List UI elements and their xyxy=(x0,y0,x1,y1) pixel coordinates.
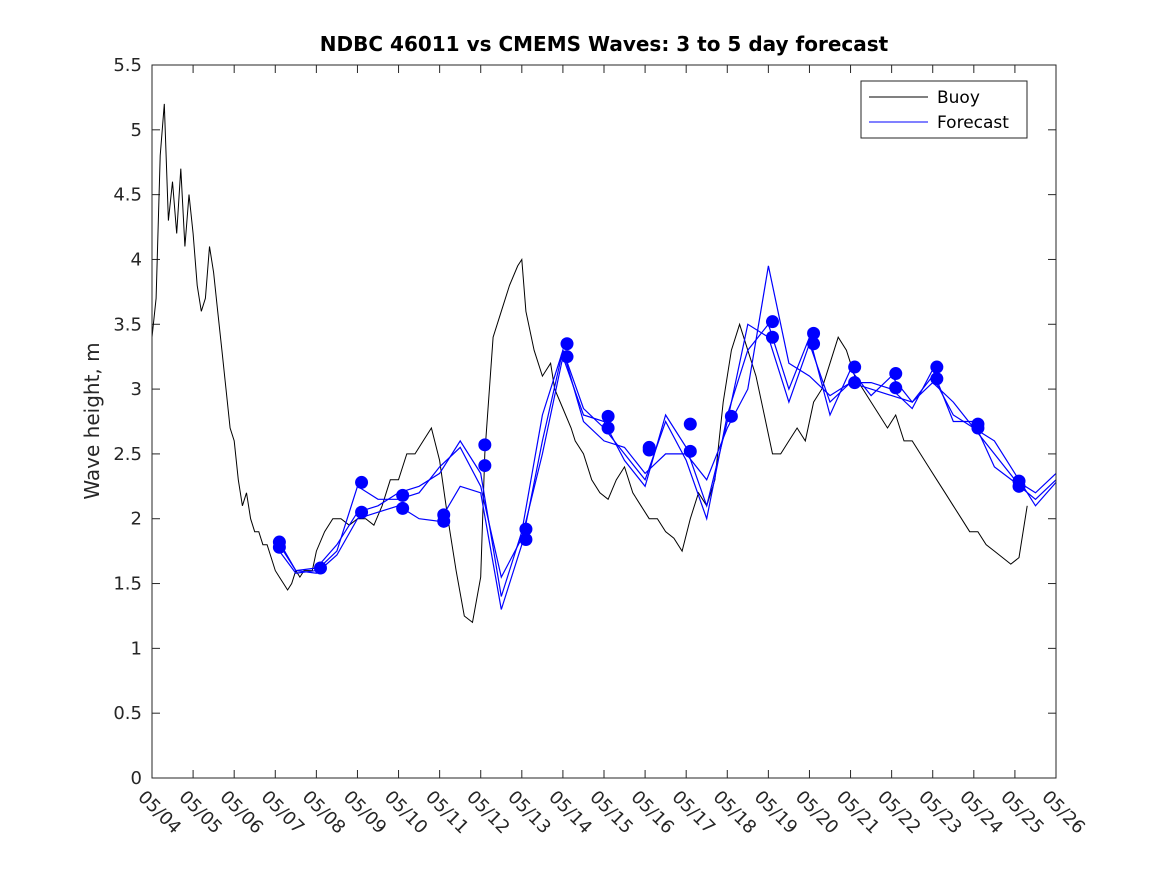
x-tick-label: 05/07 xyxy=(257,787,309,839)
forecast-marker xyxy=(355,475,369,489)
forecast-marker xyxy=(930,372,944,386)
forecast-marker xyxy=(396,488,410,502)
y-tick-label: 0 xyxy=(131,768,142,789)
x-tick-label: 05/26 xyxy=(1037,787,1089,839)
y-tick-label: 3 xyxy=(131,379,142,400)
forecast-marker xyxy=(765,330,779,344)
forecast-marker xyxy=(560,337,574,351)
chart-title: NDBC 46011 vs CMEMS Waves: 3 to 5 day fo… xyxy=(320,32,889,56)
forecast-marker xyxy=(930,360,944,374)
y-tick-label: 5.5 xyxy=(113,55,142,76)
x-tick-label: 05/19 xyxy=(750,787,802,839)
forecast-marker xyxy=(642,443,656,457)
y-tick-label: 0.5 xyxy=(113,703,142,724)
x-tick-label: 05/04 xyxy=(133,787,185,839)
forecast-marker xyxy=(971,421,985,435)
x-tick-label: 05/24 xyxy=(955,787,1007,839)
legend-buoy-label: Buoy xyxy=(937,88,980,108)
forecast-marker xyxy=(560,350,574,364)
x-tick-label: 05/17 xyxy=(668,787,720,839)
x-tick-label: 05/13 xyxy=(503,787,555,839)
forecast-marker xyxy=(601,421,615,435)
forecast-marker xyxy=(1012,479,1026,493)
forecast-marker xyxy=(683,417,697,431)
forecast-marker xyxy=(683,444,697,458)
forecast-marker xyxy=(396,501,410,515)
y-tick-label: 3.5 xyxy=(113,314,142,335)
x-tick-label: 05/06 xyxy=(216,787,268,839)
forecast-marker xyxy=(519,522,533,536)
x-tick-label: 05/05 xyxy=(175,787,227,839)
forecast-marker xyxy=(519,532,533,546)
legend: Buoy Forecast xyxy=(860,80,1028,139)
y-tick-label: 4.5 xyxy=(113,185,142,206)
x-tick-label: 05/14 xyxy=(544,787,596,839)
legend-box xyxy=(860,80,1028,139)
x-tick-label: 05/15 xyxy=(585,787,637,839)
forecast-marker xyxy=(889,381,903,395)
x-tick-label: 05/16 xyxy=(627,787,679,839)
forecast-marker xyxy=(889,367,903,381)
forecast-marker xyxy=(355,505,369,519)
x-tick-label: 05/12 xyxy=(462,787,514,839)
forecast-marker xyxy=(765,315,779,329)
y-tick-label: 1 xyxy=(131,638,142,659)
x-tick-label: 05/10 xyxy=(380,787,432,839)
plot-frame xyxy=(151,64,1057,779)
x-tick-label: 05/21 xyxy=(832,787,884,839)
x-tick-label: 05/25 xyxy=(996,787,1048,839)
forecast-markers xyxy=(272,315,1026,575)
x-tick-label: 05/22 xyxy=(873,787,925,839)
x-tick-label: 05/11 xyxy=(421,787,473,839)
forecast-marker xyxy=(437,514,451,528)
y-tick-label: 5 xyxy=(131,120,142,141)
forecast-marker xyxy=(724,409,738,423)
forecast-marker xyxy=(807,337,821,351)
x-tick-label: 05/08 xyxy=(298,787,350,839)
forecast-marker xyxy=(807,326,821,340)
forecast-marker xyxy=(848,360,862,374)
forecast-marker xyxy=(478,438,492,452)
x-tick-label: 05/23 xyxy=(914,787,966,839)
x-tick-label: 05/18 xyxy=(709,787,761,839)
y-tick-label: 2.5 xyxy=(113,444,142,465)
x-tick-label: 05/20 xyxy=(791,787,843,839)
forecast-marker xyxy=(848,376,862,390)
y-axis-ticks: 0 0.5 1 1.5 2 2.5 3 3.5 4 4.5 5 5.5 xyxy=(113,55,1056,789)
y-tick-label: 2 xyxy=(131,509,142,530)
y-axis-label: Wave height, m xyxy=(80,342,104,499)
legend-forecast-label: Forecast xyxy=(937,113,1009,133)
forecast-marker xyxy=(601,409,615,423)
forecast-marker xyxy=(272,540,286,554)
y-tick-label: 1.5 xyxy=(113,574,142,595)
x-tick-label: 05/09 xyxy=(339,787,391,839)
y-tick-label: 4 xyxy=(131,249,142,270)
forecast-marker xyxy=(478,459,492,473)
forecast-marker xyxy=(313,561,327,575)
